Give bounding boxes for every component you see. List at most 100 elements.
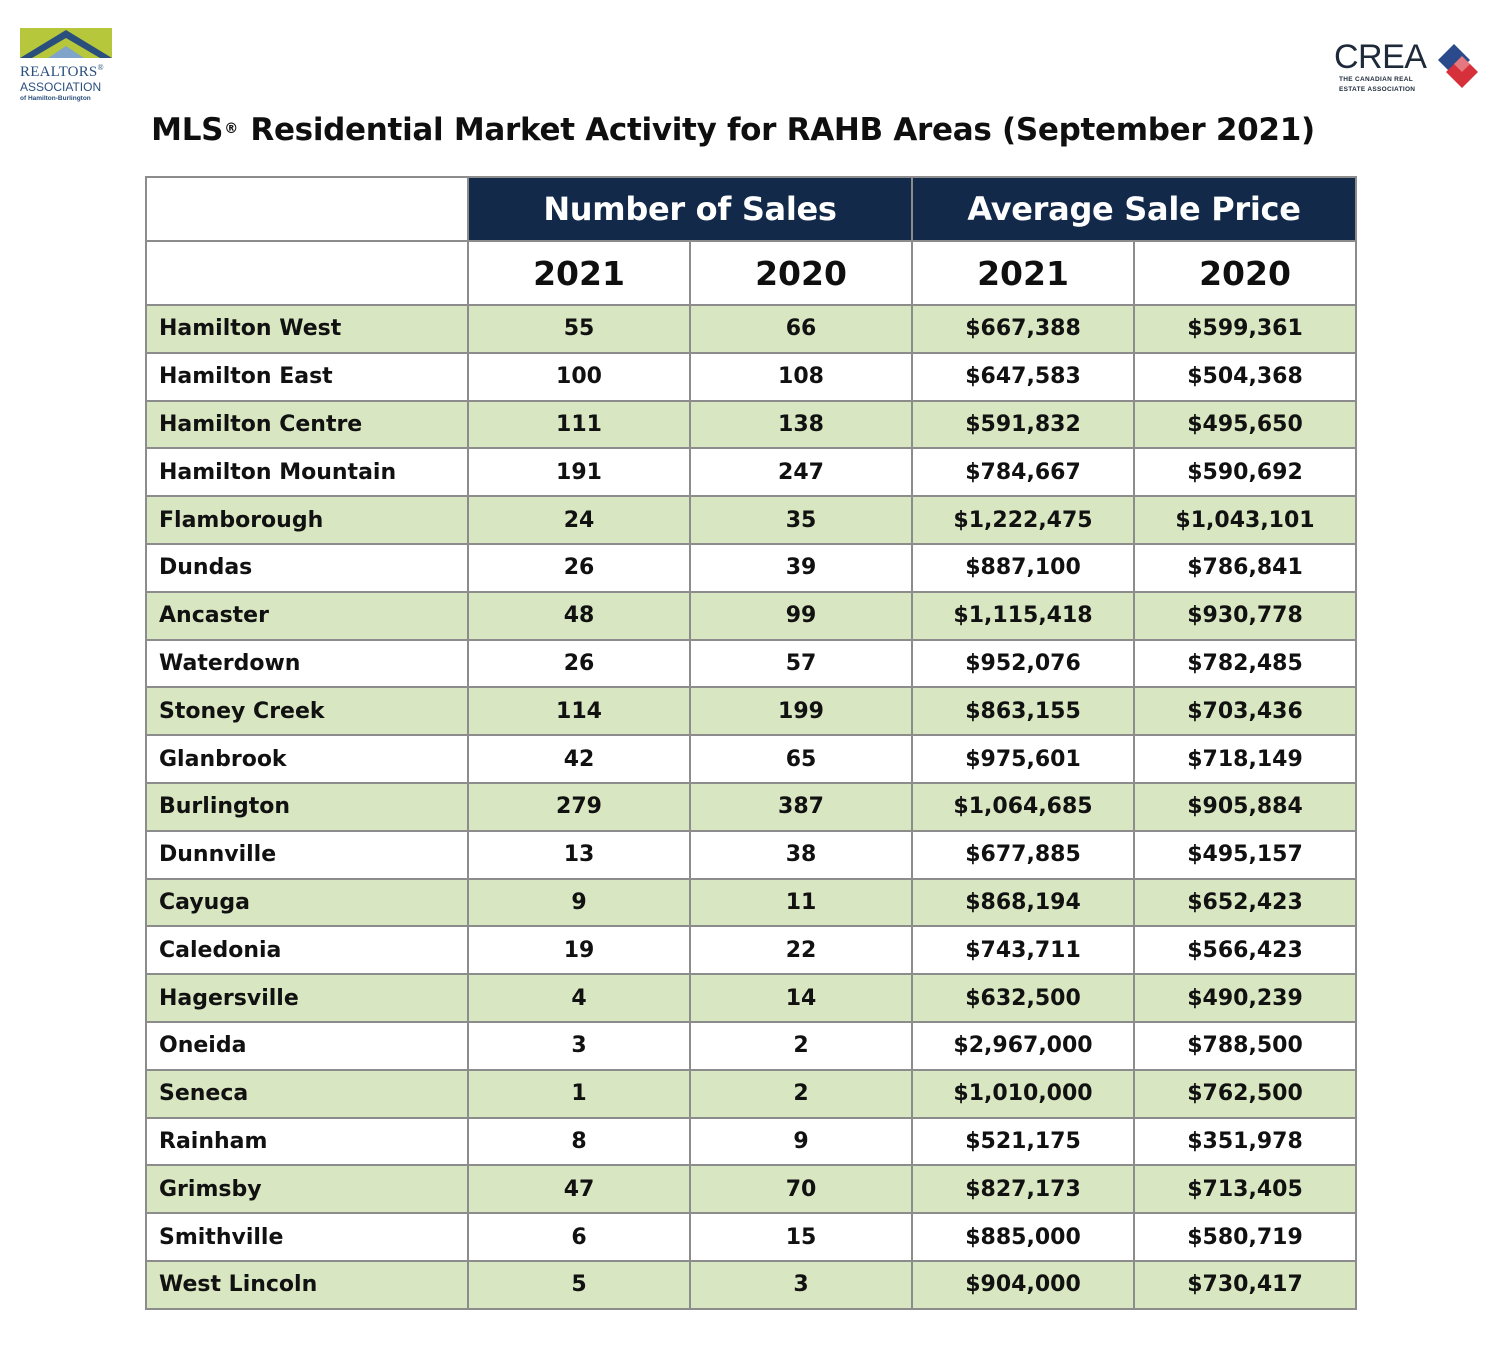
price-2020: $782,485 — [1133, 638, 1358, 689]
price-2020: $566,423 — [1133, 925, 1358, 976]
sales-2021: 191 — [467, 447, 691, 498]
area-name: Cayuga — [145, 877, 469, 928]
price-2020: $713,405 — [1133, 1164, 1358, 1215]
page-title: MLS® Residential Market Activity for RAH… — [0, 112, 1466, 148]
crea-tagline-line2: ESTATE ASSOCIATION — [1339, 86, 1416, 93]
price-2021: $1,115,418 — [911, 590, 1136, 641]
sales-2020: 387 — [688, 781, 914, 832]
sales-2021: 42 — [467, 734, 691, 784]
price-2021: $632,500 — [911, 973, 1136, 1023]
sales-2020: 247 — [688, 447, 914, 498]
table-row: Hagersville 4 14 $632,500 $490,239 — [145, 973, 1358, 1023]
price-2020: $590,692 — [1133, 447, 1358, 498]
sales-2020: 138 — [688, 399, 914, 450]
area-name: Waterdown — [145, 638, 469, 689]
table-body: Hamilton West 55 66 $667,388 $599,361 Ha… — [145, 304, 1358, 1310]
sales-2021: 24 — [467, 495, 691, 545]
realtors-house-icon — [20, 28, 112, 58]
price-2020: $930,778 — [1133, 590, 1358, 641]
area-name: Grimsby — [145, 1164, 469, 1215]
price-2021: $863,155 — [911, 686, 1136, 737]
sales-2020: 2 — [688, 1020, 914, 1071]
price-2021: $868,194 — [911, 877, 1136, 928]
table-row: Waterdown 26 57 $952,076 $782,485 — [145, 638, 1358, 689]
realtors-logo-name: REALTORS® — [20, 63, 104, 80]
sales-2020: 199 — [688, 686, 914, 737]
area-name: Dunnville — [145, 829, 469, 880]
sales-2021: 4 — [467, 973, 691, 1023]
table-row: Stoney Creek 114 199 $863,155 $703,436 — [145, 686, 1358, 737]
price-2020-header: 2020 — [1133, 240, 1358, 306]
title-reg-mark: ® — [224, 121, 238, 137]
sales-2020: 99 — [688, 590, 914, 641]
sales-2020: 39 — [688, 542, 914, 593]
table-row: Glanbrook 42 65 $975,601 $718,149 — [145, 734, 1358, 784]
price-2021: $667,388 — [911, 304, 1136, 354]
price-2020: $786,841 — [1133, 542, 1358, 593]
table-row: Rainham 8 9 $521,175 $351,978 — [145, 1116, 1358, 1167]
sales-2020: 108 — [688, 351, 914, 402]
sales-2021: 1 — [467, 1068, 691, 1119]
table-row: Grimsby 47 70 $827,173 $713,405 — [145, 1164, 1358, 1215]
table-row: Flamborough 24 35 $1,222,475 $1,043,101 — [145, 495, 1358, 545]
table-row: Hamilton Centre 111 138 $591,832 $495,65… — [145, 399, 1358, 450]
price-2021: $885,000 — [911, 1212, 1136, 1262]
table-row: Seneca 1 2 $1,010,000 $762,500 — [145, 1068, 1358, 1119]
price-2021: $1,064,685 — [911, 781, 1136, 832]
table-row: Burlington 279 387 $1,064,685 $905,884 — [145, 781, 1358, 832]
price-2021: $1,010,000 — [911, 1068, 1136, 1119]
price-2021: $2,967,000 — [911, 1020, 1136, 1071]
sales-2021: 48 — [467, 590, 691, 641]
title-prefix: MLS — [151, 112, 224, 148]
table-row: Hamilton Mountain 191 247 $784,667 $590,… — [145, 447, 1358, 498]
sales-2020: 66 — [688, 304, 914, 354]
number-of-sales-header: Number of Sales — [466, 176, 914, 242]
sales-2021: 111 — [467, 399, 691, 450]
sales-2021-header: 2021 — [467, 240, 691, 306]
price-2020: $599,361 — [1133, 304, 1358, 354]
table-row: Dundas 26 39 $887,100 $786,841 — [145, 542, 1358, 593]
price-2021: $975,601 — [911, 734, 1136, 784]
sales-2021: 26 — [467, 542, 691, 593]
price-2021: $887,100 — [911, 542, 1136, 593]
price-2021: $1,222,475 — [911, 495, 1136, 545]
group-header-row: Number of Sales Average Sale Price — [145, 176, 1358, 242]
area-name: Seneca — [145, 1068, 469, 1119]
crea-tagline-line1: THE CANADIAN REAL — [1339, 76, 1414, 83]
price-2020: $788,500 — [1133, 1020, 1358, 1071]
crea-diamond-icon — [1438, 44, 1478, 88]
price-2020: $495,157 — [1133, 829, 1358, 880]
price-2020: $580,719 — [1133, 1212, 1358, 1262]
year-header-row: 2021 2020 2021 2020 — [145, 240, 1358, 306]
price-2020: $762,500 — [1133, 1068, 1358, 1119]
area-header-cell — [145, 240, 469, 306]
price-2021: $677,885 — [911, 829, 1136, 880]
area-name: Glanbrook — [145, 734, 469, 784]
table-row: Ancaster 48 99 $1,115,418 $930,778 — [145, 590, 1358, 641]
price-2020: $703,436 — [1133, 686, 1358, 737]
table-row: Hamilton West 55 66 $667,388 $599,361 — [145, 304, 1358, 354]
sales-2020: 57 — [688, 638, 914, 689]
price-2020: $351,978 — [1133, 1116, 1358, 1167]
area-name: Rainham — [145, 1116, 469, 1167]
area-name: Ancaster — [145, 590, 469, 641]
sales-2021: 100 — [467, 351, 691, 402]
price-2020: $730,417 — [1133, 1259, 1358, 1310]
area-name: Burlington — [145, 781, 469, 832]
sales-2020: 14 — [688, 973, 914, 1023]
title-text: Residential Market Activity for RAHB Are… — [250, 112, 1315, 148]
sales-2021: 19 — [467, 925, 691, 976]
area-name: Smithville — [145, 1212, 469, 1262]
area-name: Dundas — [145, 542, 469, 593]
area-name: Caledonia — [145, 925, 469, 976]
price-2021: $784,667 — [911, 447, 1136, 498]
sales-2021: 3 — [467, 1020, 691, 1071]
table-row: Cayuga 9 11 $868,194 $652,423 — [145, 877, 1358, 928]
area-name: West Lincoln — [145, 1259, 469, 1310]
price-2020: $495,650 — [1133, 399, 1358, 450]
table-row: Caledonia 19 22 $743,711 $566,423 — [145, 925, 1358, 976]
table-row: Oneida 3 2 $2,967,000 $788,500 — [145, 1020, 1358, 1071]
sales-2021: 47 — [467, 1164, 691, 1215]
price-2020: $1,043,101 — [1133, 495, 1358, 545]
sales-2020: 38 — [688, 829, 914, 880]
